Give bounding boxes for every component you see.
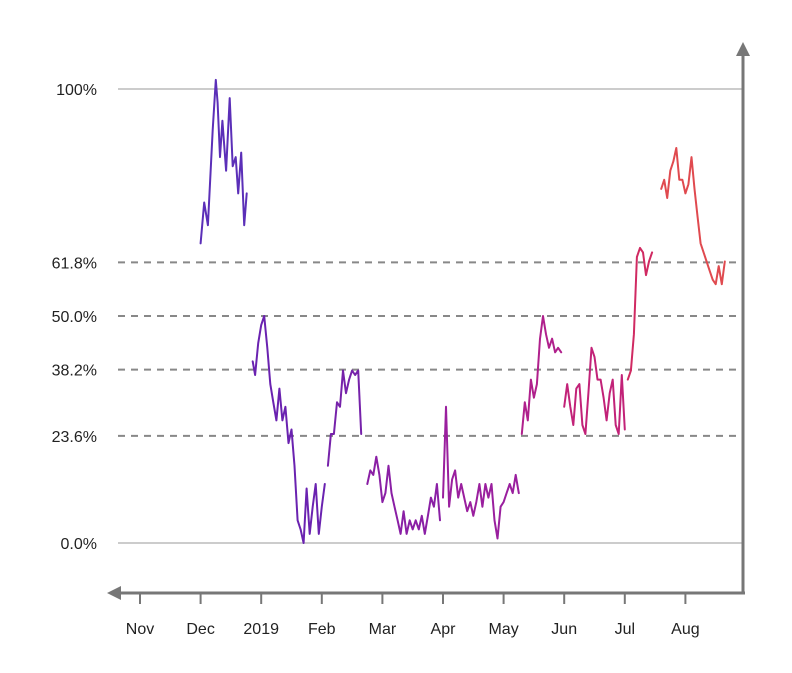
series-line-1 [199,78,248,245]
y-tick-label: 38.2% [52,363,97,380]
y-tick-label: 100% [56,82,97,99]
series-line-4 [366,455,441,535]
grid-layer [118,88,743,544]
x-tick-label: Jun [551,621,577,638]
y-tick-label: 0.0% [61,536,97,553]
x-tick-label: 2019 [243,621,279,638]
series-line-8 [626,246,654,381]
y-tick-label: 23.6% [52,429,97,446]
series-line-6 [520,315,563,435]
x-tick-label: Jul [615,621,635,638]
y-tick-labels: 100% 61.8% 50.0% 38.2% 23.6% 0.0% [52,82,97,553]
x-tick-label: May [488,621,518,638]
series-line-9 [660,147,726,286]
y-tick-label: 50.0% [52,309,97,326]
series-line-3 [326,369,363,467]
y-axis-arrow-icon [736,42,750,56]
y-tick-label: 61.8% [52,255,97,272]
axes [107,42,750,600]
x-tick-label: Apr [431,621,457,638]
x-ticks: Nov Dec 2019 Feb Mar Apr May Jun Jul Aug [126,593,700,638]
series-line-2 [251,315,326,544]
x-tick-label: Feb [308,621,336,638]
series-line-7 [563,346,626,435]
x-tick-label: Nov [126,621,154,638]
x-tick-label: Mar [369,621,397,638]
x-tick-label: Aug [671,621,699,638]
series-layer [199,78,726,544]
x-axis-arrow-icon [107,586,121,600]
x-tick-label: Dec [186,621,214,638]
series-line-5 [442,405,520,540]
